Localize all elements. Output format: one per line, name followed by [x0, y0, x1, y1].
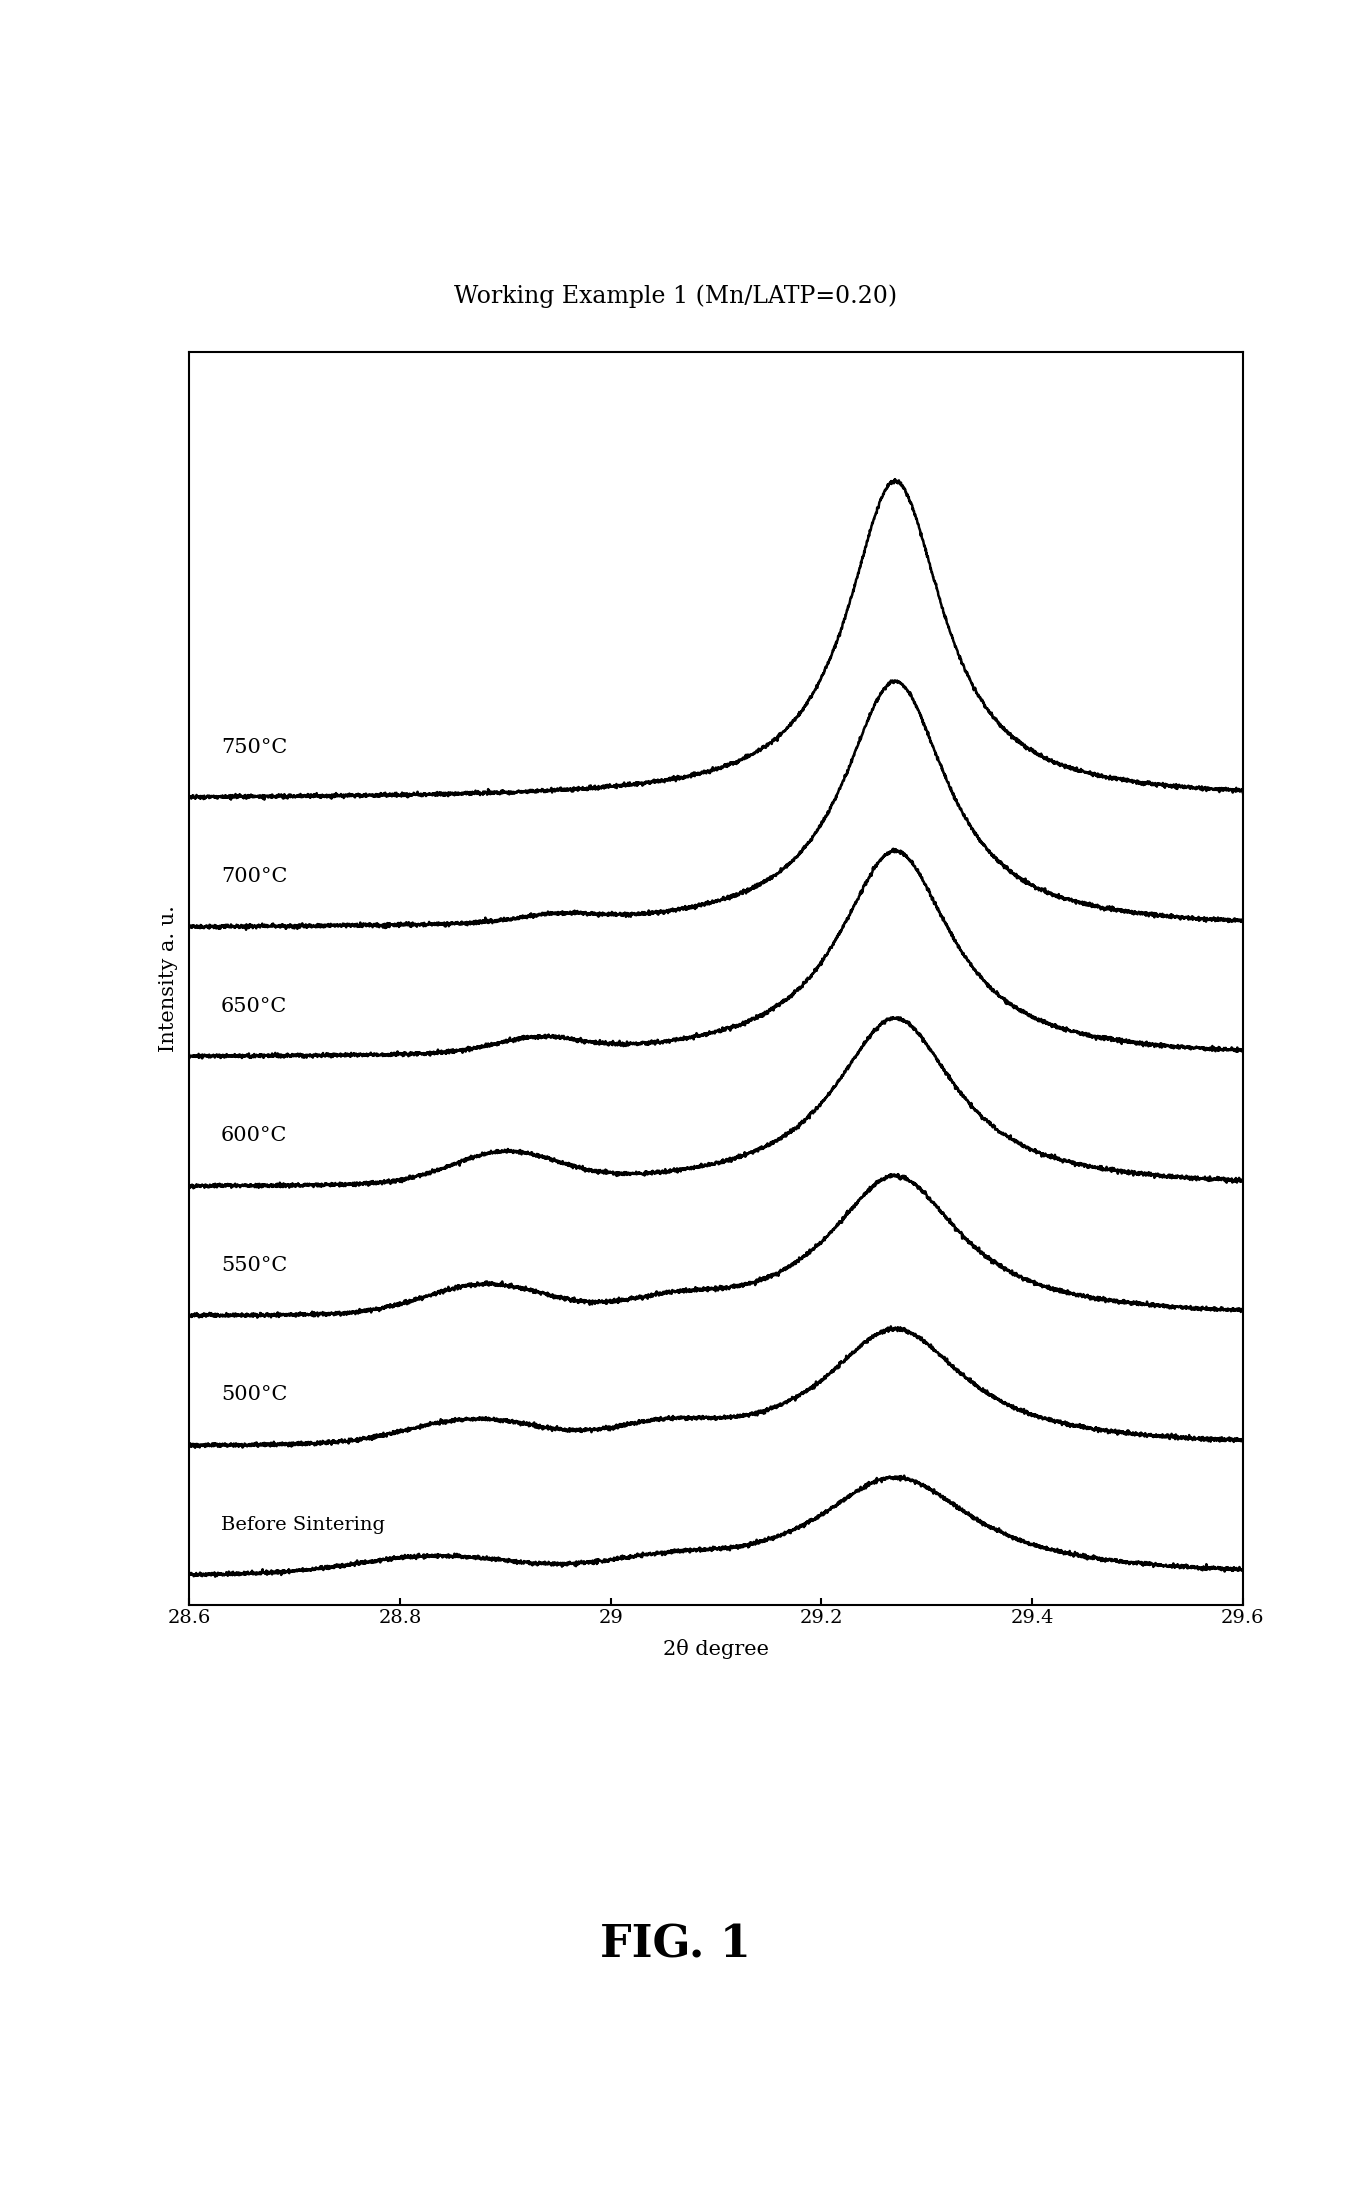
Text: Working Example 1 (Mn/LATP=0.20): Working Example 1 (Mn/LATP=0.20) — [454, 286, 897, 308]
Y-axis label: Intensity a. u.: Intensity a. u. — [159, 906, 178, 1051]
Text: 650°C: 650°C — [220, 996, 286, 1015]
Text: 750°C: 750°C — [220, 739, 286, 756]
X-axis label: 2θ degree: 2θ degree — [663, 1638, 769, 1659]
Text: Before Sintering: Before Sintering — [220, 1517, 385, 1534]
Text: FIG. 1: FIG. 1 — [600, 1923, 751, 1967]
Text: 500°C: 500°C — [220, 1385, 288, 1405]
Text: 700°C: 700°C — [220, 868, 288, 886]
Text: 550°C: 550°C — [220, 1255, 286, 1275]
Text: 600°C: 600°C — [220, 1125, 288, 1145]
